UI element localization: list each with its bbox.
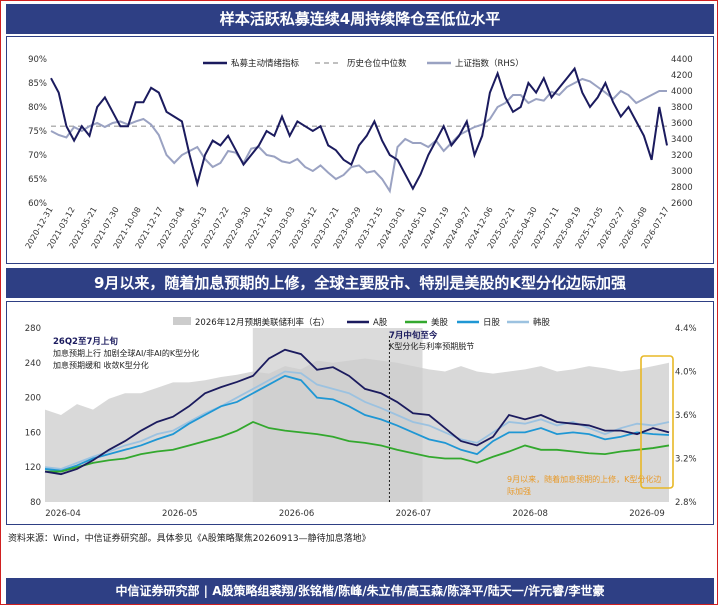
y-left-tick-label: 280: [25, 324, 41, 334]
legend-us-stock-label: 美股: [431, 317, 449, 328]
a-share-line: [44, 348, 670, 476]
x-tick-label: 2026-06: [279, 509, 315, 519]
y-right-tick-label: 4400: [671, 55, 693, 65]
chart2-panel: 80 120 160 200 240 280 2.8% 3.2% 3.6% 4.0% 4.4% 202…: [6, 301, 714, 525]
y-right-tick-label: 3.2%: [675, 455, 697, 465]
x-tick-label: 2026-09: [629, 509, 665, 519]
legend-shanghai-label: 上证指数（RHS）: [455, 58, 524, 69]
footer-credits: 中信证券研究部 | A股策略组裘翔/张铭楷/陈峰/朱立伟/高玉森/陈泽平/陆天一…: [6, 578, 714, 604]
private-fund-sentiment-line: [50, 66, 668, 191]
y-left-tick-label: 65%: [28, 175, 47, 185]
y-right-tick-label: 2.8%: [675, 498, 697, 508]
y-right-tick-label: 4.0%: [675, 368, 697, 378]
legend-a-share-label: A股: [373, 318, 388, 328]
y-left-tick-label: 60%: [28, 199, 47, 209]
y-right-tick-label: 3600: [671, 119, 693, 129]
y-right-tick-label: 3000: [671, 167, 693, 177]
y-left-tick-label: 75%: [28, 127, 47, 137]
chart2-title-banner: 9月以来，随着加息预期的上修，全球主要股市、特别是美股的K型分化边际加强: [6, 268, 714, 298]
y-right-tick-label: 4200: [671, 71, 693, 81]
x-tick-label: 2026-08: [512, 509, 548, 519]
legend-sentiment-label: 私募主动情绪指标: [231, 58, 300, 69]
y-right-tick-label: 3200: [671, 151, 693, 161]
chart1-panel: 60% 65% 70% 75% 80% 85% 90% 2600 2800 3000 3200 340…: [6, 36, 714, 264]
legend-fed-label: 2026年12月预期美联储利率（右）: [195, 317, 329, 328]
chart2-svg: 80 120 160 200 240 280 2.8% 3.2% 3.6% 4.0% 4.4% 202…: [25, 317, 697, 519]
y-left-tick-label: 90%: [28, 55, 47, 65]
annotation3-line2: 际加强: [507, 486, 531, 496]
legend-korea-stock-label: 韩股: [533, 317, 551, 328]
chart1-svg: 60% 65% 70% 75% 80% 85% 90% 2600 2800 3000 3200 340…: [24, 55, 693, 250]
annotation2-line1: K型分化与利率预期脱节: [389, 341, 474, 351]
y-left-tick-label: 160: [25, 428, 41, 438]
shanghai-index-line: [50, 77, 667, 194]
annotation2-title: 7月中旬至今: [389, 330, 438, 341]
legend-median-label: 历史仓位中位数: [347, 58, 407, 69]
us-stock-line: [45, 420, 670, 473]
chart1-title-banner: 样本活跃私募连续4周持续降仓至低位水平: [6, 4, 714, 34]
y-right-tick-label: 3.6%: [675, 411, 697, 421]
y-left-tick-label: 240: [25, 359, 41, 369]
annotation1-line2: 加息预期缓和 收敛K型分化: [53, 360, 149, 370]
x-tick-label: 2026-05: [162, 509, 198, 519]
japan-stock-line: [44, 374, 670, 472]
annotation1-title: 26Q2至7月上旬: [53, 336, 118, 347]
y-right-tick-label: 3400: [671, 135, 693, 145]
september-highlight-box: [640, 355, 674, 489]
y-right-tick-label: 3800: [671, 103, 693, 113]
y-right-tick-label: 2800: [671, 183, 693, 193]
y-left-tick-label: 70%: [28, 151, 47, 161]
legend-fed-swatch: [173, 317, 191, 325]
y-left-tick-label: 200: [25, 394, 41, 404]
x-tick-label: 2026-07: [396, 509, 432, 519]
y-left-tick-label: 80%: [28, 103, 47, 113]
fed-rate-area: [45, 358, 669, 502]
annotation3-line1: 9月以来，随着加息预期的上修，K型分化边: [507, 474, 661, 484]
x-tick-label: 2026-04: [45, 509, 81, 519]
legend-japan-stock-label: 日股: [483, 318, 501, 328]
source-note: 资料来源：Wind，中信证券研究部。具体参见《A股策略聚焦20260913—静待…: [8, 534, 371, 544]
y-left-tick-label: 80: [30, 498, 41, 508]
y-right-tick-label: 4000: [671, 87, 693, 97]
annotation1-line1: 加息预期上行 加剧全球AI/非AI的K型分化: [53, 348, 199, 358]
y-right-tick-label: 4.4%: [675, 324, 697, 334]
y-left-tick-label: 85%: [28, 79, 47, 89]
y-right-tick-label: 2600: [671, 199, 693, 209]
y-left-tick-label: 120: [25, 463, 41, 473]
